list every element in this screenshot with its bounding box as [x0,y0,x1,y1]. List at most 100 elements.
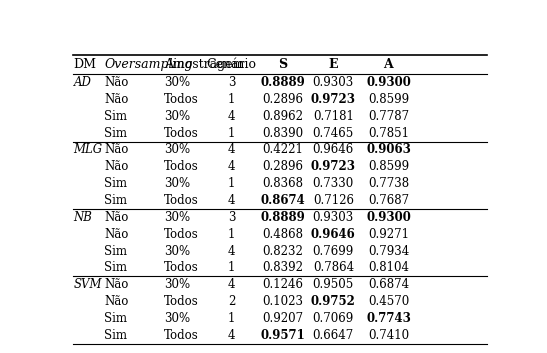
Text: Não: Não [104,144,129,156]
Text: Sim: Sim [104,177,127,190]
Text: 1: 1 [228,312,235,325]
Text: Não: Não [104,160,129,173]
Text: 30%: 30% [164,144,190,156]
Text: 0.2896: 0.2896 [262,93,303,106]
Text: 0.6647: 0.6647 [313,329,354,342]
Text: 0.7181: 0.7181 [313,110,354,123]
Text: Não: Não [104,76,129,89]
Text: 3: 3 [228,76,235,89]
Text: 0.8368: 0.8368 [262,177,303,190]
Text: 1: 1 [228,262,235,275]
Text: 4: 4 [228,144,235,156]
Text: Sim: Sim [104,194,127,207]
Text: 0.7738: 0.7738 [368,177,409,190]
Text: 0.9063: 0.9063 [366,144,411,156]
Text: 0.4868: 0.4868 [262,228,303,241]
Text: 4: 4 [228,245,235,258]
Text: 1: 1 [228,228,235,241]
Text: 0.9571: 0.9571 [260,329,305,342]
Text: Não: Não [104,93,129,106]
Text: 0.9303: 0.9303 [313,76,354,89]
Text: 30%: 30% [164,245,190,258]
Text: Todos: Todos [164,228,199,241]
Text: 0.9300: 0.9300 [366,76,411,89]
Text: 0.7787: 0.7787 [368,110,409,123]
Text: 4: 4 [228,278,235,291]
Text: 0.8392: 0.8392 [262,262,303,275]
Text: Todos: Todos [164,262,199,275]
Text: 0.7864: 0.7864 [313,262,354,275]
Text: S: S [278,58,287,71]
Text: Amostragem: Amostragem [164,58,244,71]
Text: 30%: 30% [164,211,190,224]
Text: 1: 1 [228,93,235,106]
Text: 4: 4 [228,110,235,123]
Text: 0.8599: 0.8599 [368,160,409,173]
Text: 0.8104: 0.8104 [368,262,409,275]
Text: 1: 1 [228,127,235,140]
Text: 0.7069: 0.7069 [313,312,354,325]
Text: 0.9303: 0.9303 [313,211,354,224]
Text: Sim: Sim [104,329,127,342]
Text: 0.4570: 0.4570 [368,295,409,308]
Text: 0.7851: 0.7851 [368,127,409,140]
Text: Não: Não [104,295,129,308]
Text: 0.7934: 0.7934 [368,245,409,258]
Text: 30%: 30% [164,110,190,123]
Text: 0.4221: 0.4221 [262,144,303,156]
Text: 0.9646: 0.9646 [311,228,356,241]
Text: Não: Não [104,278,129,291]
Text: 30%: 30% [164,312,190,325]
Text: 0.9723: 0.9723 [311,160,356,173]
Text: 0.7465: 0.7465 [313,127,354,140]
Text: 1: 1 [228,177,235,190]
Text: 0.7687: 0.7687 [368,194,409,207]
Text: Sim: Sim [104,127,127,140]
Text: 0.9300: 0.9300 [366,211,411,224]
Text: Não: Não [104,228,129,241]
Text: 0.9207: 0.9207 [262,312,303,325]
Text: 0.6874: 0.6874 [368,278,409,291]
Text: Não: Não [104,211,129,224]
Text: 0.1246: 0.1246 [262,278,303,291]
Text: 0.8599: 0.8599 [368,93,409,106]
Text: 0.7330: 0.7330 [313,177,354,190]
Text: Todos: Todos [164,160,199,173]
Text: NB: NB [73,211,92,224]
Text: SVM: SVM [73,278,102,291]
Text: Cenário: Cenário [207,58,257,71]
Text: 4: 4 [228,329,235,342]
Text: A: A [383,58,393,71]
Text: Sim: Sim [104,110,127,123]
Text: Todos: Todos [164,127,199,140]
Text: 0.8889: 0.8889 [260,76,305,89]
Text: 0.8962: 0.8962 [262,110,303,123]
Text: 30%: 30% [164,278,190,291]
Text: Todos: Todos [164,329,199,342]
Text: E: E [329,58,338,71]
Text: Todos: Todos [164,295,199,308]
Text: AD: AD [73,76,91,89]
Text: 30%: 30% [164,76,190,89]
Text: 0.2896: 0.2896 [262,160,303,173]
Text: 0.9752: 0.9752 [311,295,356,308]
Text: DM: DM [73,58,96,71]
Text: 2: 2 [228,295,235,308]
Text: 0.7126: 0.7126 [313,194,354,207]
Text: 4: 4 [228,194,235,207]
Text: 0.9505: 0.9505 [313,278,354,291]
Text: 0.8232: 0.8232 [262,245,303,258]
Text: Oversampling: Oversampling [104,58,193,71]
Text: Todos: Todos [164,93,199,106]
Text: 0.9646: 0.9646 [313,144,354,156]
Text: 0.8889: 0.8889 [260,211,305,224]
Text: 0.7699: 0.7699 [313,245,354,258]
Text: 4: 4 [228,160,235,173]
Text: Sim: Sim [104,245,127,258]
Text: MLG: MLG [73,144,103,156]
Text: 0.8674: 0.8674 [260,194,305,207]
Text: 0.1023: 0.1023 [262,295,303,308]
Text: 0.7743: 0.7743 [366,312,411,325]
Text: 0.9723: 0.9723 [311,93,356,106]
Text: 0.9271: 0.9271 [368,228,409,241]
